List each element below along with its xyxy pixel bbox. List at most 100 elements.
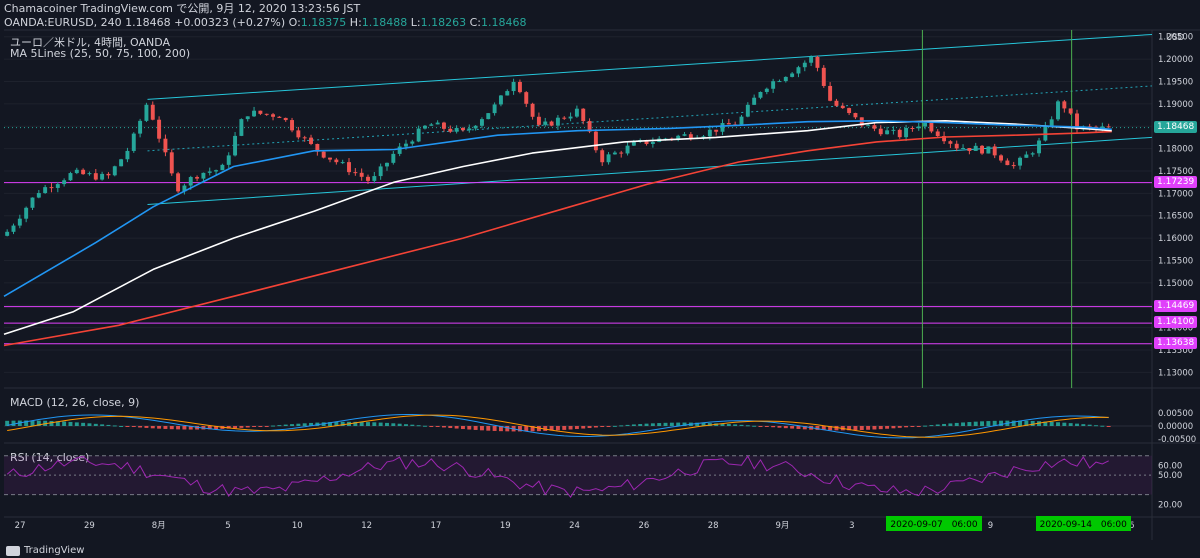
candle-body (150, 104, 155, 120)
candle-body (188, 177, 193, 186)
candle-body (283, 117, 288, 121)
candle-body (1075, 113, 1079, 130)
candle-body (631, 141, 636, 146)
time-tick-label: 9月 (776, 521, 790, 531)
candle-body (910, 128, 915, 130)
candle-body (600, 150, 605, 163)
candle-body (1024, 154, 1029, 158)
macd-histogram-bar (650, 423, 655, 426)
macd-histogram-bar (207, 426, 212, 430)
candle-body (429, 124, 434, 126)
candle-body (220, 164, 225, 171)
macd-histogram-bar (574, 426, 579, 430)
macd-histogram-bar (942, 423, 947, 426)
macd-histogram-bar (910, 426, 915, 427)
candle-body (435, 122, 440, 125)
price-tick-label: 1.17500 (1158, 167, 1193, 177)
macd-histogram-bar (612, 425, 617, 427)
candle-body (423, 125, 427, 129)
macd-histogram-bar (828, 426, 833, 431)
candle-body (30, 197, 35, 208)
macd-histogram-bar (188, 426, 193, 430)
candle-body (138, 120, 143, 134)
open-label: O: (288, 16, 301, 29)
macd-histogram-bar (87, 423, 92, 426)
candle-body (176, 173, 181, 192)
macd-histogram-bar (866, 426, 871, 430)
vertical-marker-date-tag: 2020-09-14 06:00 (1035, 516, 1131, 531)
tradingview-brand[interactable]: TradingView (6, 545, 84, 556)
ma-blue-line (3, 120, 1112, 297)
macd-histogram-bar (555, 426, 560, 431)
candle-body (309, 137, 313, 144)
macd-histogram-bar (169, 426, 174, 430)
change-value: +0.00323 (+0.27%) (174, 16, 286, 29)
macd-histogram-bar (30, 420, 35, 426)
time-tick-label: 12 (361, 521, 372, 531)
macd-pane: 0.00500 0.00000 -0.00500 (4, 409, 1196, 445)
macd-histogram-bar (701, 422, 706, 426)
rsi-legend: RSI (14, close) (10, 451, 90, 464)
candle-body (125, 150, 130, 160)
candle-body (511, 81, 516, 92)
macd-histogram-bar (758, 426, 763, 427)
macd-histogram-bar (543, 426, 548, 431)
candle-body (378, 166, 383, 177)
macd-histogram-bar (74, 422, 79, 426)
macd-histogram-bar (606, 426, 611, 427)
macd-histogram-bar (1075, 423, 1079, 426)
macd-histogram-bar (733, 424, 738, 426)
macd-histogram-bar (764, 426, 769, 427)
candle-body (904, 128, 909, 138)
macd-histogram-bar (904, 426, 909, 428)
macd-histogram-bar (663, 422, 668, 426)
macd-histogram-bar (296, 423, 301, 426)
macd-histogram-bar (498, 426, 503, 432)
time-tick-label: 29 (84, 521, 95, 531)
macd-histogram-bar (163, 426, 168, 429)
price-tick-label: 1.14000 (1158, 324, 1193, 334)
macd-histogram-bar (334, 421, 339, 426)
candle-body (878, 128, 883, 135)
macd-histogram-bar (859, 426, 864, 431)
macd-histogram-bar (144, 426, 149, 428)
candle-body (454, 127, 459, 132)
macd-histogram-bar (568, 426, 573, 430)
macd-histogram-bar (954, 422, 959, 426)
candle-body (619, 152, 624, 154)
macd-histogram-bar (530, 426, 535, 432)
time-axis: 27298月5101217192426289月3791416 (15, 521, 1135, 531)
macd-histogram-bar (1068, 423, 1073, 426)
candle-body (252, 110, 257, 117)
macd-histogram-bar (454, 426, 459, 429)
price-tick-label: 1.16000 (1158, 234, 1193, 244)
candle-body (321, 151, 326, 158)
candle-body (961, 147, 966, 149)
candle-body (74, 169, 79, 174)
macd-histogram-bar (271, 425, 276, 427)
candle-body (49, 187, 54, 189)
price-axis-unit: USD (1166, 33, 1185, 43)
candle-body (43, 187, 48, 194)
macd-histogram-bar (359, 421, 364, 426)
candle-body (916, 126, 921, 129)
candle-body (131, 133, 136, 151)
macd-histogram-bar (150, 426, 155, 429)
macd-histogram-bar (536, 426, 541, 432)
vertical-marker-date-tag: 2020-09-07 06:00 (886, 516, 982, 531)
price-tick-label: 1.18000 (1158, 145, 1193, 155)
price-tick-label: 1.13000 (1158, 368, 1193, 378)
candle-body (606, 154, 611, 163)
candle-body (271, 114, 276, 117)
candle-body (397, 146, 402, 154)
macd-histogram-bar (100, 424, 105, 426)
macd-histogram-bar (391, 423, 396, 426)
macd-histogram-bar (157, 426, 162, 429)
candle-body (296, 130, 301, 138)
time-tick-label: 8月 (152, 521, 166, 531)
candle-body (897, 129, 902, 138)
macd-histogram-bar (1106, 426, 1111, 427)
candle-body (942, 135, 947, 142)
price-tick-label: 1.20000 (1158, 55, 1193, 65)
